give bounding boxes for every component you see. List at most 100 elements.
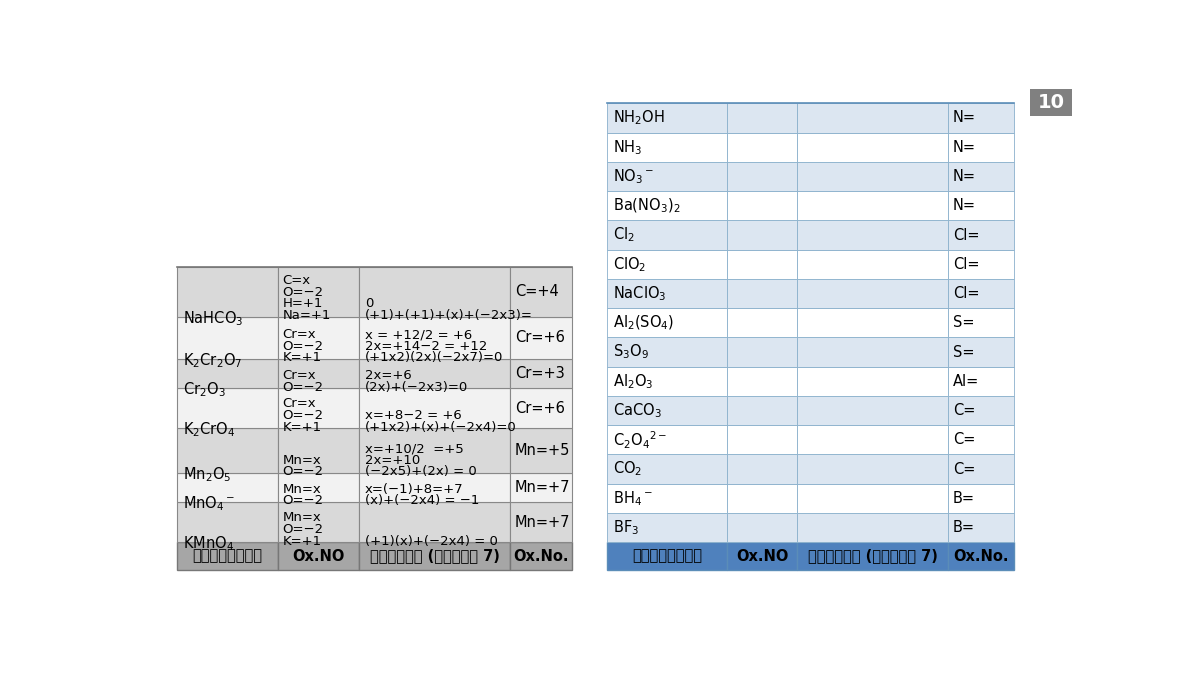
- Bar: [727, 338, 797, 367]
- Text: 2x=+14−2 = +12: 2x=+14−2 = +12: [365, 340, 487, 353]
- Bar: [178, 502, 278, 542]
- Bar: [607, 513, 727, 542]
- Bar: [359, 473, 510, 502]
- Bar: [948, 396, 1014, 425]
- Text: O=−2: O=−2: [282, 409, 324, 422]
- Bar: [727, 191, 797, 220]
- Text: MnO$_4$$^-$: MnO$_4$$^-$: [184, 495, 235, 513]
- Bar: [607, 454, 727, 484]
- Text: Mn=+7: Mn=+7: [515, 515, 570, 530]
- Text: Mn=x: Mn=x: [282, 512, 322, 524]
- Text: Mn=x: Mn=x: [282, 454, 322, 466]
- Bar: [948, 279, 1014, 308]
- Bar: [607, 484, 727, 513]
- Text: C=+4: C=+4: [515, 284, 559, 299]
- Bar: [797, 162, 948, 191]
- Bar: [607, 191, 727, 220]
- Bar: [607, 338, 727, 367]
- Bar: [797, 250, 948, 279]
- Bar: [359, 428, 510, 473]
- Bar: [278, 428, 359, 473]
- Text: Cl=: Cl=: [953, 227, 979, 242]
- Text: B=: B=: [953, 491, 974, 506]
- Bar: [510, 428, 572, 473]
- Bar: [510, 542, 572, 570]
- Text: B=: B=: [953, 520, 974, 535]
- Bar: [278, 502, 359, 542]
- Text: O=−2: O=−2: [282, 340, 324, 353]
- Bar: [510, 317, 572, 359]
- Text: K$_2$Cr$_2$O$_7$: K$_2$Cr$_2$O$_7$: [184, 351, 242, 370]
- Bar: [178, 317, 278, 359]
- Bar: [727, 396, 797, 425]
- Text: N=: N=: [953, 140, 976, 155]
- Text: K=+1: K=+1: [282, 535, 322, 547]
- Bar: [797, 338, 948, 367]
- Bar: [727, 103, 797, 132]
- Text: K=+1: K=+1: [282, 421, 322, 433]
- Text: Ox.No.: Ox.No.: [514, 549, 569, 564]
- Text: Cr$_2$O$_3$: Cr$_2$O$_3$: [184, 381, 226, 399]
- Bar: [797, 191, 948, 220]
- Bar: [607, 396, 727, 425]
- Bar: [727, 220, 797, 250]
- Text: O=−2: O=−2: [282, 495, 324, 508]
- Text: (+1)+(+1)+(x)+(−2x3)=: (+1)+(+1)+(x)+(−2x3)=: [365, 309, 533, 322]
- Bar: [278, 267, 359, 317]
- Text: K=+1: K=+1: [282, 351, 322, 364]
- Bar: [727, 425, 797, 454]
- Text: Ox.NO: Ox.NO: [736, 549, 788, 564]
- Bar: [727, 250, 797, 279]
- Bar: [607, 542, 727, 570]
- Bar: [178, 428, 278, 473]
- Bar: [178, 267, 278, 317]
- Bar: [727, 132, 797, 162]
- Text: S$_3$O$_9$: S$_3$O$_9$: [613, 343, 649, 361]
- Bar: [178, 542, 278, 570]
- Bar: [948, 338, 1014, 367]
- Text: (−2x5)+(2x) = 0: (−2x5)+(2x) = 0: [365, 465, 476, 478]
- Bar: [178, 359, 278, 388]
- Bar: [948, 484, 1014, 513]
- Text: O=−2: O=−2: [282, 381, 324, 394]
- Bar: [607, 308, 727, 338]
- Text: (+1x2)+(x)+(−2x4)=0: (+1x2)+(x)+(−2x4)=0: [365, 421, 516, 433]
- Text: S=: S=: [953, 344, 974, 360]
- Text: O=−2: O=−2: [282, 286, 324, 299]
- Text: (+1x2)(2x)(−2x7)=0: (+1x2)(2x)(−2x7)=0: [365, 351, 503, 364]
- Text: N=: N=: [953, 198, 976, 213]
- Bar: [797, 542, 948, 570]
- Text: KMnO$_4$: KMnO$_4$: [184, 535, 234, 554]
- Text: Mn=+7: Mn=+7: [515, 480, 570, 495]
- Text: C=: C=: [953, 403, 976, 418]
- Text: NH$_3$: NH$_3$: [613, 138, 643, 157]
- Bar: [948, 513, 1014, 542]
- Text: NaHCO$_3$: NaHCO$_3$: [184, 309, 244, 327]
- Bar: [510, 502, 572, 542]
- Text: N=: N=: [953, 169, 976, 184]
- Bar: [359, 359, 510, 388]
- Text: 0: 0: [365, 298, 373, 310]
- Text: Na=+1: Na=+1: [282, 309, 331, 322]
- Text: แนวทาง (กฎข้อ 7): แนวทาง (กฎข้อ 7): [808, 549, 937, 564]
- Text: NaClO$_3$: NaClO$_3$: [613, 284, 667, 303]
- Text: Ox.NO: Ox.NO: [293, 549, 344, 564]
- Text: สูตรเคมี: สูตรเคมี: [192, 549, 263, 564]
- Bar: [948, 250, 1014, 279]
- Bar: [797, 103, 948, 132]
- Bar: [797, 454, 948, 484]
- Text: Cr=+3: Cr=+3: [515, 366, 565, 381]
- Text: Ba(NO$_3$)$_2$: Ba(NO$_3$)$_2$: [613, 196, 680, 215]
- Bar: [727, 308, 797, 338]
- Bar: [727, 279, 797, 308]
- Text: Cr=x: Cr=x: [282, 369, 316, 382]
- Bar: [797, 132, 948, 162]
- Text: BH$_4$$^-$: BH$_4$$^-$: [613, 489, 653, 508]
- Text: H=+1: H=+1: [282, 298, 323, 310]
- Text: ClO$_2$: ClO$_2$: [613, 255, 647, 273]
- Bar: [797, 396, 948, 425]
- Text: 10: 10: [1038, 93, 1064, 112]
- Text: Cr=x: Cr=x: [282, 398, 316, 410]
- Bar: [510, 388, 572, 428]
- Text: (2x)+(−2x3)=0: (2x)+(−2x3)=0: [365, 381, 468, 394]
